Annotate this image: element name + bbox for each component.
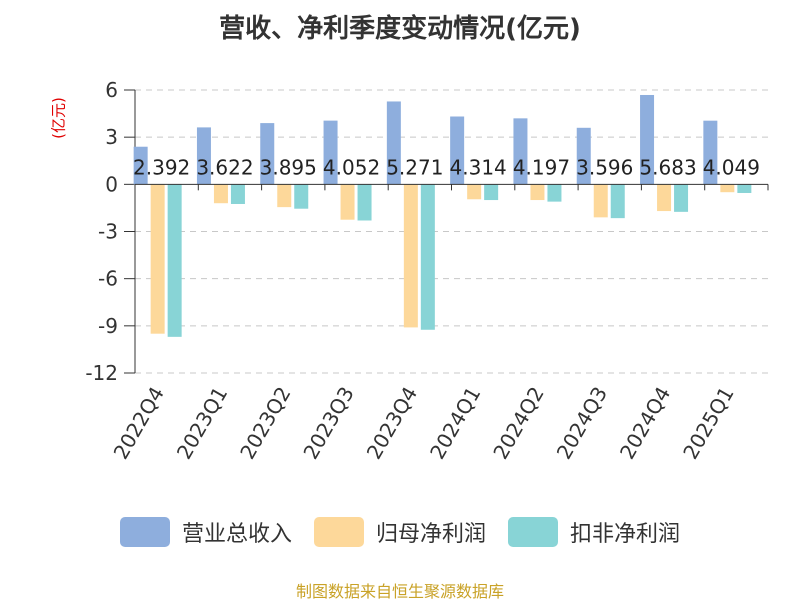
y-tick-label: 6 (105, 78, 118, 102)
bar-deducted-net-profit (484, 184, 499, 201)
bar-revenue (703, 120, 718, 185)
legend-item-deducted-net-profit[interactable]: 扣非净利润 (508, 516, 680, 548)
bar-deducted-net-profit (167, 184, 182, 337)
legend-label-revenue: 营业总收入 (181, 522, 292, 547)
x-tick-label: 2022Q4 (109, 383, 169, 464)
data-label: 4.052 (323, 155, 380, 179)
data-label: 2.392 (133, 155, 190, 179)
bar-deducted-net-profit (610, 184, 625, 219)
legend-swatch-net-profit (313, 517, 364, 547)
bar-revenue (196, 127, 211, 185)
x-tick-label: 2024Q4 (615, 383, 675, 464)
legend-swatch-revenue (119, 517, 170, 547)
y-tick-label: -3 (98, 220, 118, 244)
x-tick-label: 2024Q1 (425, 383, 485, 464)
bar-deducted-net-profit (357, 184, 372, 221)
x-tick-label: 2023Q1 (172, 383, 232, 464)
x-tick-label: 2024Q2 (488, 383, 548, 464)
y-tick-label: 0 (105, 172, 118, 196)
bar-net-profit (277, 184, 292, 208)
y-tick-label: 3 (105, 125, 118, 149)
bar-net-profit (467, 184, 482, 200)
bar-net-profit (530, 184, 545, 201)
bar-net-profit (403, 184, 418, 328)
bar-deducted-net-profit (420, 184, 435, 330)
bar-revenue (640, 94, 655, 185)
data-label: 3.622 (196, 155, 253, 179)
data-label: 4.197 (513, 155, 570, 179)
chart-title: 营收、净利季度变动情况(亿元) (219, 14, 581, 44)
legend-label-net-profit: 归母净利润 (375, 522, 486, 547)
data-label: 5.271 (386, 155, 443, 179)
bar-deducted-net-profit (737, 184, 752, 193)
bar-revenue (323, 120, 338, 185)
bar-net-profit (213, 184, 228, 204)
y-tick-label: -9 (98, 314, 118, 338)
y-tick-label: -12 (85, 361, 118, 385)
bar-deducted-net-profit (294, 184, 309, 209)
bar-net-profit (340, 184, 355, 220)
x-tick-label: 2023Q4 (362, 383, 422, 464)
x-tick-label: 2024Q3 (552, 383, 612, 464)
bar-revenue (133, 146, 148, 185)
x-tick-label: 2023Q2 (235, 383, 295, 464)
legend-label-deducted-net-profit: 扣非净利润 (570, 522, 681, 547)
data-label: 3.596 (576, 155, 633, 179)
x-tick-label: 2025Q1 (678, 383, 738, 464)
data-label: 5.683 (639, 155, 696, 179)
legend-item-net-profit[interactable]: 归母净利润 (313, 516, 486, 548)
bar-deducted-net-profit (547, 184, 562, 202)
y-tick-label: -6 (98, 267, 118, 291)
data-label: 4.049 (703, 155, 760, 179)
legend-item-revenue[interactable]: 营业总收入 (119, 516, 292, 548)
bar-revenue (513, 118, 528, 185)
bar-revenue (386, 101, 401, 185)
bar-net-profit (150, 184, 165, 334)
data-label: 3.895 (260, 155, 317, 179)
bar-revenue (260, 123, 275, 185)
bar-revenue (450, 116, 465, 185)
bar-net-profit (720, 184, 735, 193)
bar-deducted-net-profit (674, 184, 689, 212)
legend-swatch-deducted-net-profit (508, 517, 558, 547)
data-label: 4.314 (450, 155, 507, 179)
legend: 营业总收入 归母净利润 扣非净利润 (0, 516, 800, 548)
bar-net-profit (593, 184, 608, 218)
bar-net-profit (657, 184, 672, 212)
data-source-note: 制图数据来自恒生聚源数据库 (295, 582, 504, 601)
bar-deducted-net-profit (230, 184, 245, 204)
bar-revenue (576, 127, 591, 185)
x-tick-label: 2023Q3 (298, 383, 358, 464)
